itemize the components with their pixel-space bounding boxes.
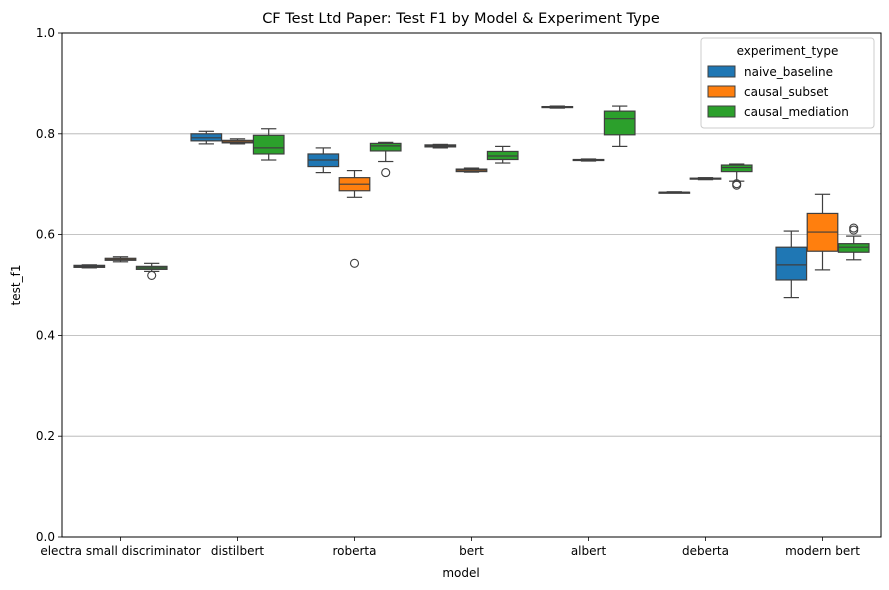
- outlier-point: [381, 168, 391, 178]
- box-causal_subset: [689, 177, 722, 181]
- box-naive_baseline: [307, 147, 340, 174]
- legend-label: causal_mediation: [744, 105, 849, 119]
- box-causal_mediation: [369, 141, 402, 178]
- x-tick-label: distilbert: [211, 544, 265, 558]
- x-tick-label: bert: [459, 544, 484, 558]
- legend: experiment_type naive_baseline causal_subs…: [700, 37, 875, 129]
- x-tick-label: roberta: [332, 544, 376, 558]
- legend-label: naive_baseline: [744, 65, 833, 79]
- outlier-point: [849, 223, 859, 233]
- box-causal_mediation: [603, 105, 636, 147]
- outlier-point: [147, 270, 157, 280]
- box-causal_subset: [455, 167, 488, 173]
- y-tick-label: 0.6: [36, 228, 55, 242]
- x-tick-label: modern bert: [785, 544, 860, 558]
- outlier-point: [349, 258, 360, 268]
- box-body: [837, 243, 870, 253]
- box-naive_baseline: [658, 191, 691, 194]
- box-causal_subset: [221, 138, 254, 145]
- chart-title: CF Test Ltd Paper: Test F1 by Model & Ex…: [262, 11, 660, 27]
- box-causal_subset: [104, 256, 137, 263]
- legend-swatch: [707, 65, 736, 78]
- y-axis: 0.0 0.2 0.4 0.6 0.8 1.0: [36, 26, 62, 544]
- y-tick-label: 0.8: [36, 127, 55, 141]
- box-body: [720, 164, 753, 173]
- y-tick-label: 0.2: [36, 429, 55, 443]
- box-naive_baseline: [424, 143, 457, 149]
- y-tick-label: 0.4: [36, 328, 55, 342]
- box-causal_subset: [572, 158, 605, 162]
- legend-swatch: [707, 105, 736, 118]
- legend-frame: [700, 37, 875, 129]
- box-body: [252, 134, 285, 155]
- box-naive_baseline: [73, 264, 106, 269]
- x-tick-label: electra small discriminator: [40, 544, 200, 558]
- legend-title: experiment_type: [737, 44, 839, 58]
- x-tick-label: albert: [571, 544, 607, 558]
- box-naive_baseline: [775, 230, 808, 299]
- box-causal_mediation: [252, 128, 285, 161]
- box-naive_baseline: [190, 130, 223, 145]
- box-body: [775, 246, 808, 281]
- outlier-point: [732, 179, 742, 189]
- box-causal_mediation: [135, 262, 168, 280]
- box-causal_mediation: [720, 163, 753, 190]
- y-tick-label: 0.0: [36, 530, 55, 544]
- legend-label: causal_subset: [744, 85, 829, 99]
- box-causal_mediation: [486, 145, 519, 164]
- box-body: [369, 142, 402, 152]
- x-axis: electra small discriminator distilbert rob…: [40, 537, 860, 558]
- box-causal_subset: [338, 169, 371, 268]
- box-causal_subset: [806, 193, 839, 271]
- x-tick-label: deberta: [682, 544, 729, 558]
- x-axis-label: model: [442, 566, 479, 580]
- y-tick-label: 1.0: [36, 26, 55, 40]
- box-body: [603, 110, 636, 136]
- box-causal_mediation: [837, 223, 870, 261]
- box-naive_baseline: [541, 105, 574, 109]
- legend-swatch: [707, 85, 736, 98]
- y-axis-label: test_f1: [9, 265, 23, 306]
- boxes: [73, 105, 870, 299]
